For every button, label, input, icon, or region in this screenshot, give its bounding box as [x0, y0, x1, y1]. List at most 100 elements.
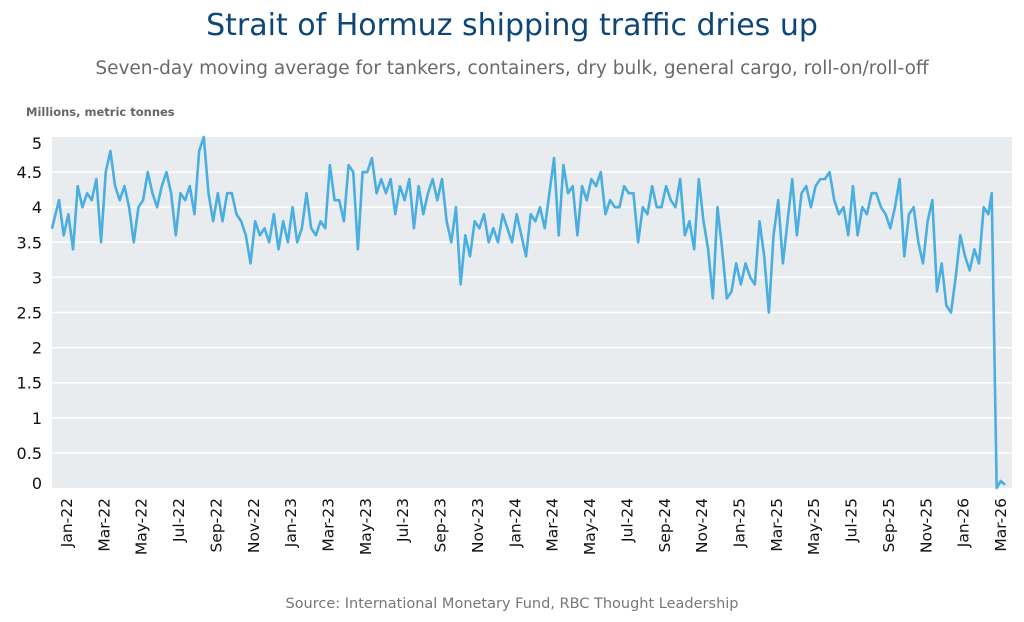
data-point: [203, 136, 205, 138]
data-point: [324, 227, 327, 230]
data-point: [567, 192, 569, 194]
data-point: [590, 178, 593, 180]
data-point: [333, 199, 336, 201]
data-point: [571, 185, 574, 187]
data-point: [1003, 483, 1006, 486]
source-note: Source: International Monetary Fund, RBC…: [285, 596, 739, 612]
data-point: [109, 150, 112, 152]
x-tick-label: Mar-26: [992, 498, 1010, 552]
data-point: [637, 241, 639, 244]
x-tick-label: Mar-25: [768, 498, 786, 552]
data-point: [917, 241, 920, 244]
data-point: [744, 262, 747, 265]
y-tick-label: 0.5: [17, 444, 42, 463]
data-point: [847, 234, 850, 237]
data-point: [660, 206, 663, 208]
data-point: [273, 213, 275, 216]
y-tick-label: 2.5: [17, 304, 42, 323]
data-point: [655, 206, 658, 208]
data-point: [361, 171, 364, 173]
y-tick-label: 5: [32, 134, 42, 153]
data-point: [198, 150, 200, 152]
y-axis-label: Millions, metric tonnes: [26, 105, 175, 119]
data-point: [684, 234, 686, 237]
data-point: [174, 234, 177, 237]
data-point: [805, 185, 808, 187]
x-tick-label: Sep-22: [207, 498, 225, 553]
data-point: [86, 192, 88, 194]
data-point: [90, 199, 93, 201]
y-tick-label: 4.5: [17, 163, 42, 182]
x-tick-label: Jul-23: [394, 498, 412, 543]
data-point: [995, 487, 998, 489]
x-tick-label: Jul-22: [170, 498, 188, 543]
data-point: [982, 206, 985, 208]
data-point: [894, 206, 896, 208]
data-point: [72, 248, 74, 251]
x-tick-label: Jan-25: [730, 498, 748, 548]
data-point: [889, 227, 892, 230]
data-point: [940, 262, 943, 265]
data-point: [973, 248, 976, 251]
data-point: [838, 213, 840, 216]
data-point: [422, 213, 425, 216]
data-point: [800, 192, 803, 194]
data-point: [688, 220, 691, 223]
data-point: [796, 234, 798, 237]
data-point: [880, 206, 882, 208]
data-point: [754, 283, 756, 286]
data-point: [819, 178, 822, 180]
y-tick-label: 1: [32, 409, 42, 428]
data-point: [310, 227, 313, 230]
data-point: [576, 234, 579, 237]
data-point: [674, 206, 677, 208]
data-point: [926, 220, 929, 223]
data-point: [712, 297, 714, 300]
data-point: [146, 171, 149, 173]
data-point: [936, 290, 938, 293]
data-point: [557, 234, 560, 237]
data-point: [515, 213, 518, 216]
data-point: [529, 213, 532, 216]
data-point: [343, 220, 345, 223]
x-tick-label: Nov-22: [245, 498, 263, 553]
data-point: [852, 185, 854, 187]
data-point: [156, 206, 158, 208]
data-point: [366, 171, 369, 173]
chart-title: Strait of Hormuz shipping traffic dries …: [206, 8, 818, 43]
data-point: [842, 206, 845, 208]
data-point: [912, 206, 915, 208]
data-point: [679, 178, 681, 180]
data-point: [67, 213, 70, 216]
data-point: [413, 227, 415, 230]
data-point: [142, 199, 144, 201]
data-point: [702, 220, 705, 223]
data-point: [618, 206, 621, 208]
data-point: [903, 255, 906, 258]
data-point: [408, 178, 411, 180]
data-point: [403, 199, 406, 201]
data-point: [721, 248, 723, 251]
data-point: [782, 262, 784, 265]
data-point: [436, 199, 439, 201]
data-point: [534, 220, 537, 223]
data-point: [160, 185, 163, 187]
data-point: [427, 192, 429, 194]
data-point: [151, 192, 154, 194]
y-tick-label: 4: [32, 198, 42, 217]
data-point: [856, 234, 859, 237]
data-point: [772, 234, 775, 237]
data-point: [497, 241, 499, 244]
x-tick-label: May-25: [805, 498, 823, 555]
data-point: [51, 227, 53, 230]
data-point: [114, 185, 116, 187]
data-point: [698, 178, 700, 180]
data-point: [184, 199, 186, 201]
data-point: [226, 192, 228, 194]
data-point: [964, 255, 966, 258]
data-point: [898, 178, 901, 180]
data-point: [212, 220, 214, 223]
data-point: [478, 227, 481, 230]
data-point: [240, 220, 242, 223]
data-point: [824, 178, 826, 180]
